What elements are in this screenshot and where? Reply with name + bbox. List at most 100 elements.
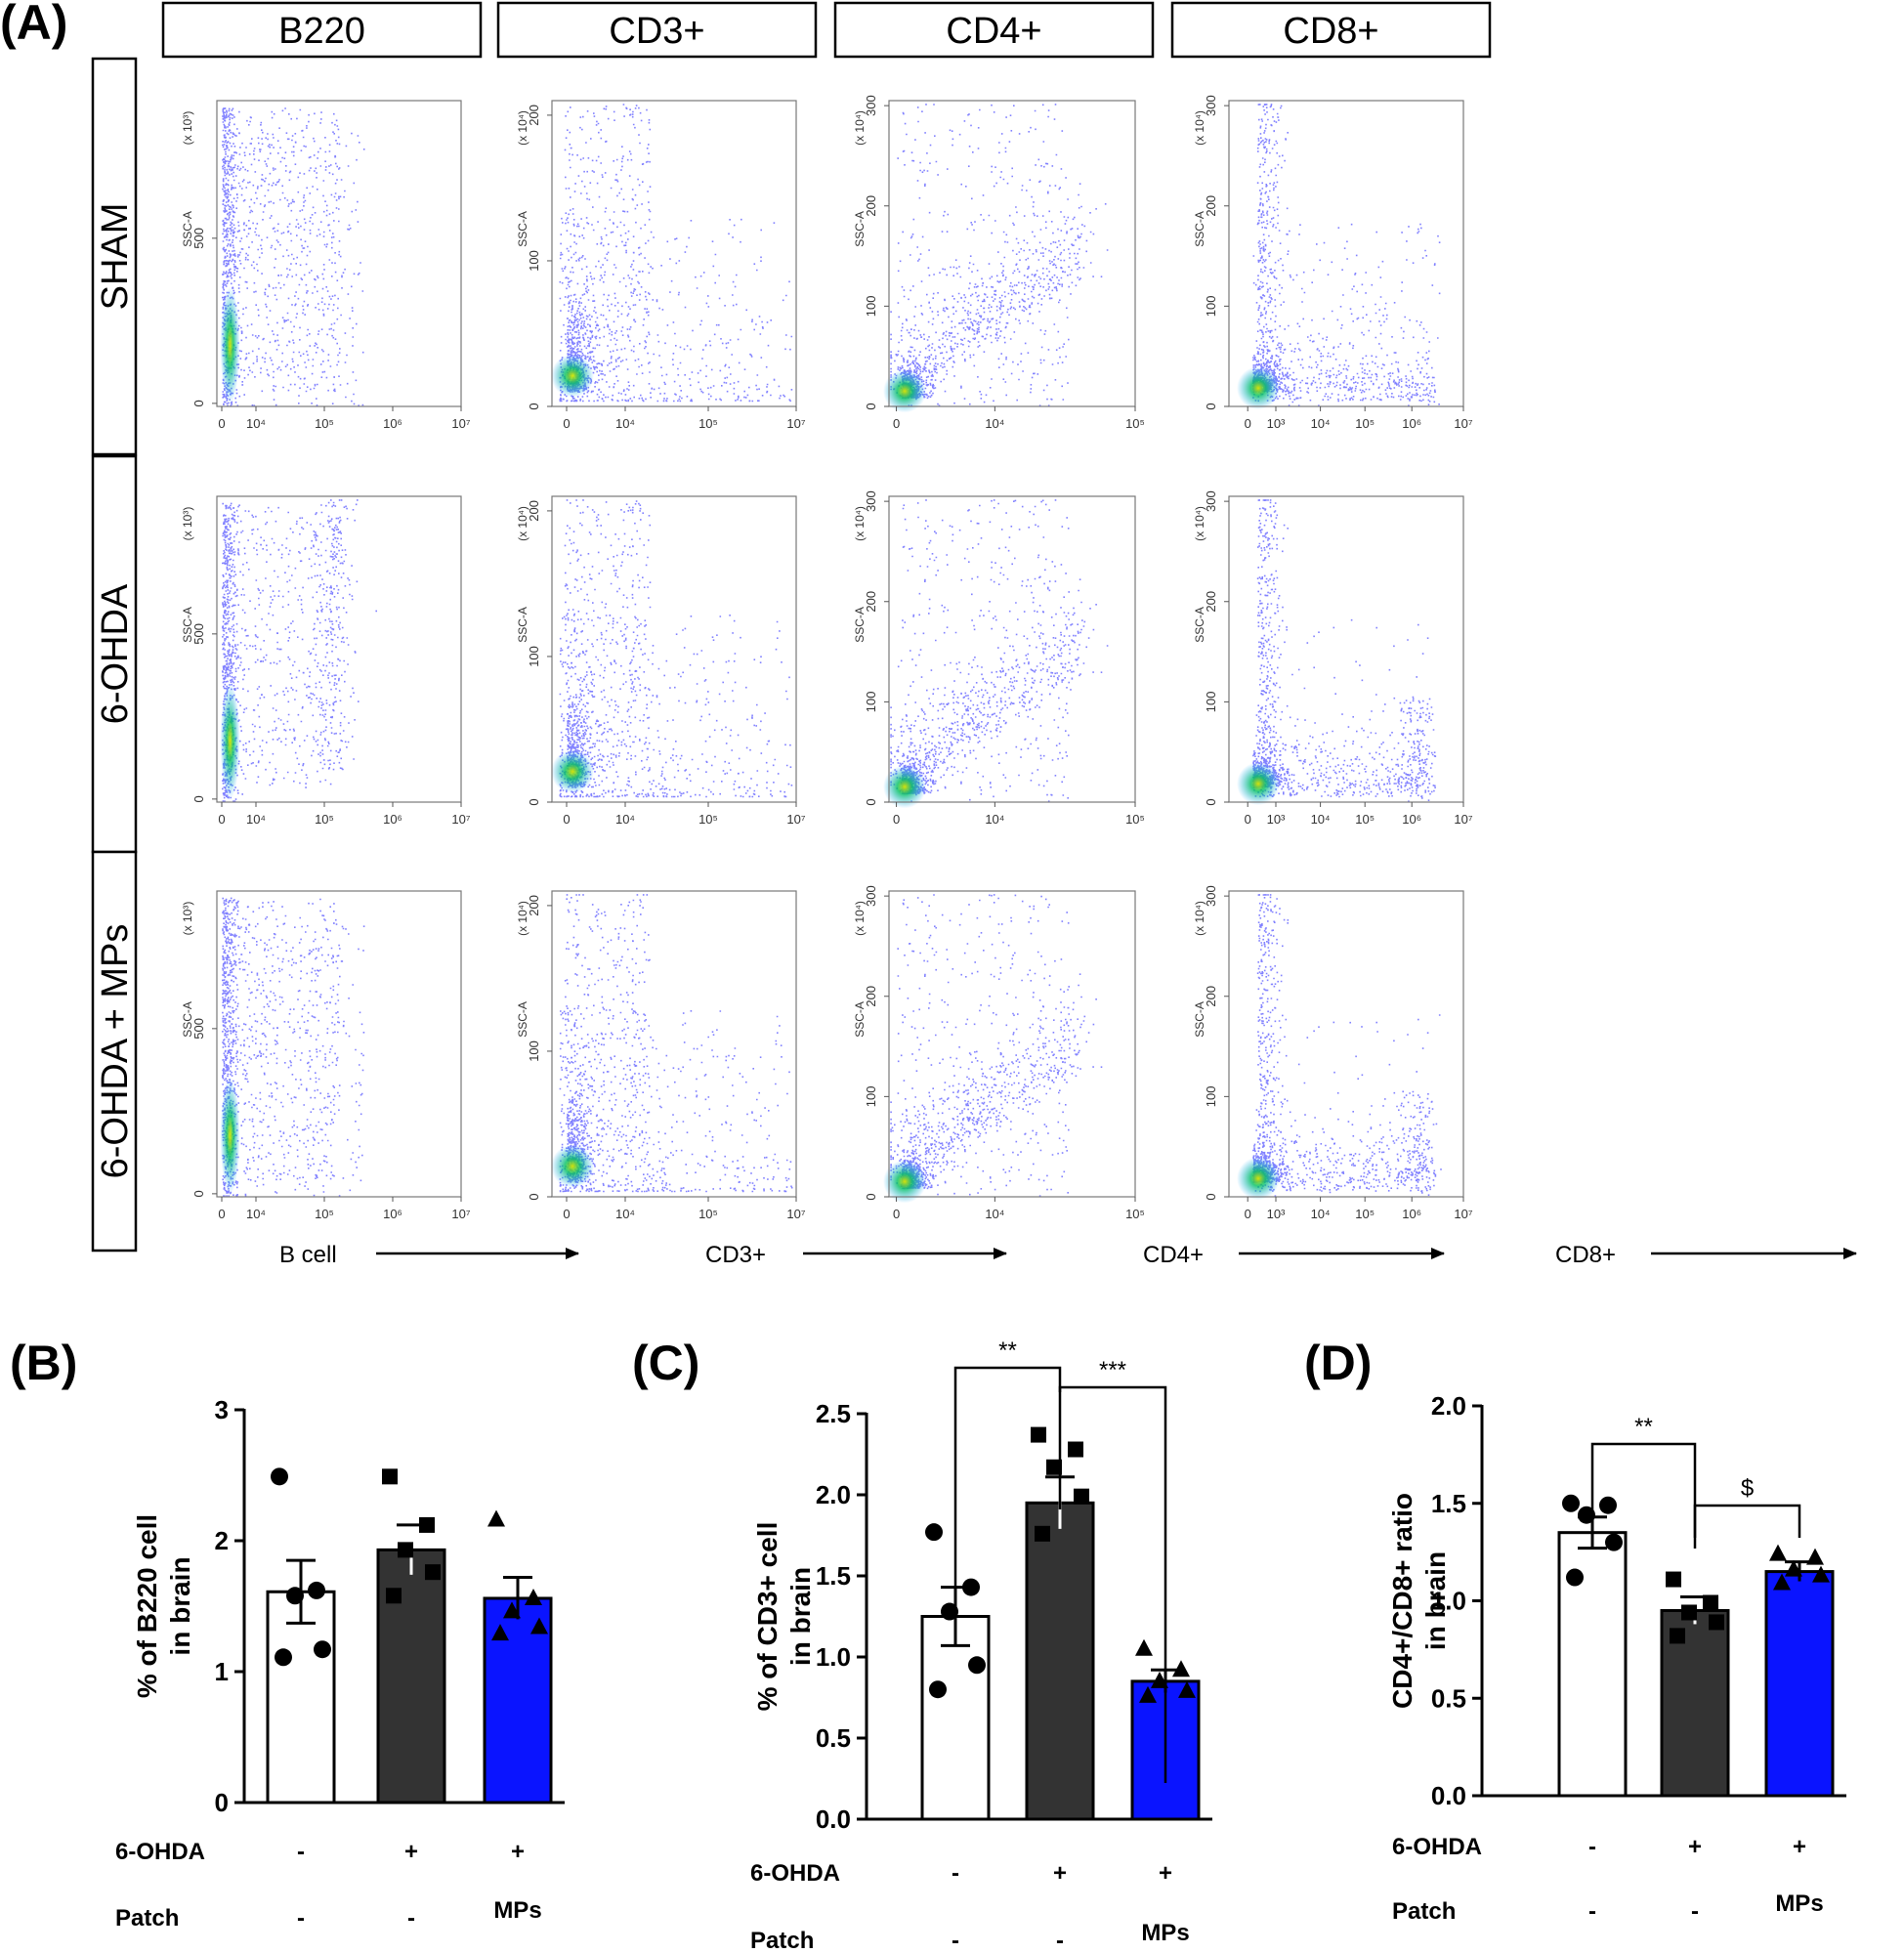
x-tick-label: 0 [1245,416,1251,431]
data-point [398,1542,413,1558]
x-tick-label: 10⁶ [383,416,402,431]
data-point [1670,1628,1685,1644]
x-axis-label: CD3+ [705,1242,766,1268]
x-tick-label: 10⁴ [985,1207,1004,1221]
density-peak [220,1077,240,1195]
y-exponent: (x 10⁴) [516,110,529,146]
y-tick-label: 0 [1204,403,1218,409]
x-axis-label: B cell [279,1242,337,1268]
y-axis-label: SSC-A [1193,1001,1206,1038]
y-tick-label: 100 [527,646,541,667]
x-tick-label: 10³ [1267,812,1286,827]
row-header: 6-OHDA [95,583,136,724]
x-tick-label: 10⁶ [383,812,402,827]
data-point [1785,1559,1802,1577]
y-exponent: (x 10³) [181,902,194,936]
plot-frame [551,890,797,1198]
x-tick-label: 10³ [1267,1207,1286,1221]
y-tick-label: 0 [191,400,206,406]
flow-plot-3-1: 0 100 200 300(x 10⁴) SSC-A 0 10³ 10⁴ 10⁵ 10⁶ 10⁷ [1193,490,1473,827]
data-point [491,1624,509,1641]
group-row-value: - [1691,1898,1699,1925]
flow-plot-2-1: 0 100 200 300(x 10⁴) SSC-A 0 10⁴ 10⁵ [853,490,1145,827]
data-point [929,1680,947,1699]
y-tick-label: 200 [1204,591,1218,613]
event-dots [1252,894,1442,1197]
y-tick-label: 1 [215,1657,229,1686]
y-tick-label: 1.5 [816,1561,851,1591]
x-tick-label: 10⁴ [985,416,1004,431]
y-exponent: (x 10⁴) [853,506,867,541]
y-axis-label: % of CD3+ cell in brain [752,1522,816,1712]
group-row-value: - [297,1905,305,1932]
x-tick-label: 10⁵ [315,1207,334,1221]
y-tick-label: 0 [191,795,206,802]
y-tick-label: 100 [864,692,878,713]
y-exponent: (x 10³) [181,507,194,541]
group-row-value: MPs [1141,1920,1189,1946]
data-point [1031,1426,1046,1443]
data-point [525,1588,542,1605]
y-tick-label: 0 [191,1190,206,1197]
y-axis-label: SSC-A [181,211,194,247]
density-peak [551,1144,594,1188]
y-tick-label: 100 [864,296,878,318]
y-tick-label: 500 [191,623,206,645]
plot-frame [1228,100,1464,407]
data-point [1709,1614,1724,1631]
y-tick-label: 0.5 [1431,1683,1466,1713]
flow-plot-3-0: 0 100 200 300(x 10⁴) SSC-A 0 10³ 10⁴ 10⁵ 10⁶ 10⁷ [1193,95,1473,431]
group-row-value: MPs [493,1897,541,1924]
y-tick-label: 0 [1204,798,1218,805]
density-peak [220,286,240,404]
row-header-box [91,57,138,456]
y-tick-label: 0 [527,798,541,805]
event-dots [559,104,793,403]
y-tick-label: 200 [864,591,878,613]
flow-plot-3-2: 0 100 200 300(x 10⁴) SSC-A 0 10³ 10⁴ 10⁵ 10⁶ 10⁷ [1193,885,1473,1221]
x-tick-label: 10⁴ [246,416,266,431]
y-tick-label: 2.5 [816,1399,851,1428]
data-point [962,1578,980,1596]
group-row-value: + [1688,1834,1702,1860]
group-row-value: MPs [1775,1890,1823,1917]
y-axis-label: SSC-A [516,607,529,643]
x-tick-label: 10⁴ [985,812,1004,827]
x-tick-label: 10⁶ [383,1207,402,1221]
x-tick-label: 0 [893,812,900,827]
bar [376,1548,446,1804]
data-point [1172,1660,1190,1677]
group-row-value: - [1588,1898,1596,1925]
flow-plot-1-0: 0 100 200(x 10⁴) SSC-A 0 10⁴ 10⁵ 10⁷ [516,100,806,431]
density-peak [1237,762,1280,806]
panel-label-a: (A) [0,0,67,50]
density-peak [220,682,240,800]
flow-plot-0-1: 0 500 (x 10³) SSC-A 0 10⁴ 10⁵ 10⁶ 10⁷ [181,495,471,827]
y-tick-label: 0 [527,403,541,409]
y-tick-label: 2.0 [1431,1391,1466,1421]
y-tick-label: 200 [864,986,878,1007]
y-tick-label: 3 [215,1395,229,1424]
bar-chart-(B): (B) 0 1 2 3 % of B220 cell in brain 6-OHDA - + + Pa… [10,1336,565,1932]
data-point [487,1509,505,1527]
y-exponent: (x 10⁴) [1193,506,1206,541]
x-tick-label: 10⁴ [246,812,266,827]
panel-label: (B) [10,1336,77,1390]
data-point [271,1467,288,1486]
y-axis-label: SSC-A [853,211,867,247]
group-row-label: Patch [1392,1898,1456,1925]
group-row-value: + [1159,1860,1172,1887]
x-tick-label: 10⁵ [1125,812,1145,827]
y-exponent: (x 10³) [181,111,194,146]
x-tick-label: 0 [893,1207,900,1221]
data-point [1769,1544,1787,1561]
data-point [941,1602,958,1621]
significance-bracket [1058,1385,1167,1783]
y-tick-label: 0.0 [816,1804,851,1834]
data-point [503,1601,521,1619]
x-tick-label: 10⁵ [1355,1207,1375,1221]
y-tick-label: 200 [527,500,541,522]
y-exponent: (x 10⁴) [516,901,529,936]
y-tick-label: 0 [864,1193,878,1200]
density-peak [883,765,927,809]
